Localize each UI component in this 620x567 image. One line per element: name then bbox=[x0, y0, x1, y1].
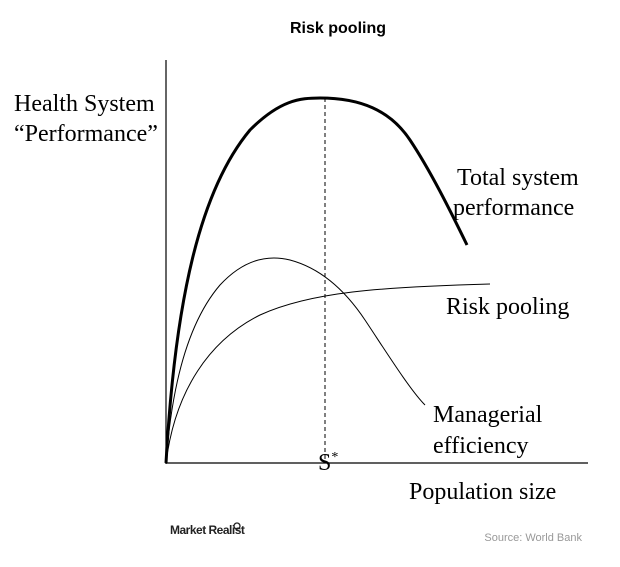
curve-label: efficiency bbox=[433, 433, 529, 459]
curve-label: Managerial bbox=[433, 402, 543, 428]
y-label: Health System bbox=[14, 91, 155, 117]
managerial-curve bbox=[165, 257, 426, 464]
marker-superscript: * bbox=[331, 450, 338, 465]
logo-icon bbox=[233, 522, 241, 530]
curve-label: performance bbox=[453, 195, 574, 221]
marker-label: S* bbox=[318, 450, 338, 476]
x-label: Population size bbox=[409, 479, 556, 505]
risk-pooling-curve bbox=[165, 283, 491, 464]
curve-label: Risk pooling bbox=[446, 294, 569, 320]
source: Source: World Bank bbox=[484, 532, 582, 544]
marker-text: S bbox=[318, 450, 331, 476]
total-curve bbox=[164, 96, 469, 464]
logo: Market Realist bbox=[170, 523, 245, 537]
curve-label: Total system bbox=[457, 165, 579, 191]
y-label: “Performance” bbox=[14, 121, 158, 147]
title: Risk pooling bbox=[290, 20, 386, 37]
